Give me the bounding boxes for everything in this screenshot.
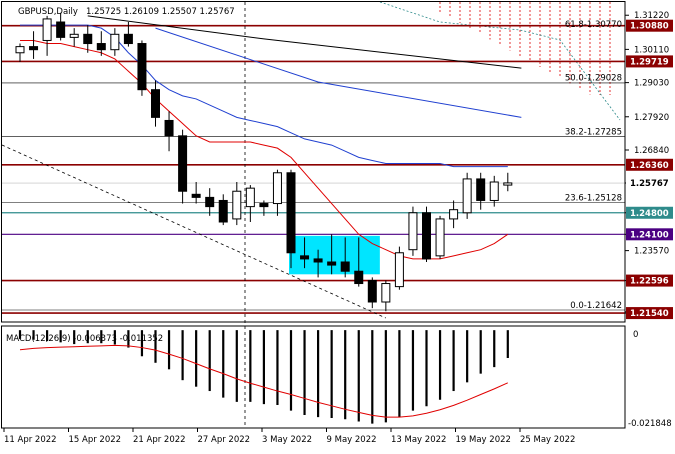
candle-body bbox=[408, 212, 418, 251]
chart-ohlc: 1.25725 1.26109 1.25507 1.25767 bbox=[86, 7, 235, 17]
level-badge-bg bbox=[626, 206, 673, 219]
macd-label: MACD(12,26,9) -0.006373 -0.011352 bbox=[6, 334, 163, 344]
dotted-teal-curve bbox=[379, 1, 621, 121]
candle-body bbox=[83, 33, 93, 45]
level-badge: 1.26360 bbox=[630, 161, 669, 171]
chart-symbol: GBPUSD,Daily bbox=[18, 7, 78, 17]
level-badge-bg bbox=[626, 158, 673, 171]
candle-body bbox=[259, 203, 269, 208]
ma-blue-line bbox=[20, 24, 508, 168]
candle-body bbox=[123, 33, 133, 45]
macd-panel-frame bbox=[1, 325, 626, 429]
candle-body bbox=[300, 255, 310, 260]
date-label: 27 Apr 2022 bbox=[198, 435, 251, 445]
candle-body bbox=[367, 279, 377, 303]
level-badge-bg bbox=[626, 228, 673, 241]
date-label: 19 May 2022 bbox=[456, 435, 511, 445]
candle-body bbox=[476, 178, 486, 201]
consolidation-zone bbox=[289, 235, 380, 275]
macd-axis-zero: 0 bbox=[633, 330, 638, 340]
candle-body bbox=[191, 193, 201, 198]
date-label: 13 May 2022 bbox=[391, 435, 446, 445]
date-label: 9 May 2022 bbox=[327, 435, 377, 445]
candle-body bbox=[354, 270, 364, 285]
level-badge-bg bbox=[626, 55, 673, 68]
macd-axis-min: -0.021848 bbox=[628, 419, 672, 429]
level-badge: 1.24100 bbox=[630, 230, 669, 240]
candle-body bbox=[137, 43, 147, 91]
candle-body bbox=[232, 190, 242, 220]
level-badge: 1.22596 bbox=[630, 277, 669, 287]
candle-body bbox=[381, 283, 391, 303]
current-price-badge: 1.25767 bbox=[630, 179, 669, 189]
candle-body bbox=[422, 212, 431, 260]
candle-body bbox=[218, 199, 228, 223]
price-tick-label: 1.31220 bbox=[634, 11, 669, 21]
ma-long-blue-line bbox=[155, 27, 522, 118]
date-label: 11 Apr 2022 bbox=[4, 435, 57, 445]
macd-signal-line bbox=[19, 344, 509, 418]
fib-label: 38.2-1.27285 bbox=[565, 127, 622, 137]
level-badge-bg bbox=[626, 274, 673, 287]
candle-body bbox=[29, 46, 39, 51]
candle-body bbox=[313, 258, 323, 263]
candle-body bbox=[56, 21, 66, 38]
price-tick-label: 1.23570 bbox=[634, 247, 669, 257]
level-badge-bg bbox=[626, 19, 673, 32]
candle-body bbox=[449, 209, 459, 220]
level-badge: 1.29719 bbox=[630, 57, 669, 67]
date-label: 25 May 2022 bbox=[520, 435, 575, 445]
current-price-badge-bg bbox=[626, 177, 673, 190]
level-badge: 1.24800 bbox=[630, 209, 669, 219]
price-tick-label: 1.26840 bbox=[634, 146, 669, 156]
candle-body bbox=[435, 218, 445, 257]
candle-body bbox=[42, 18, 52, 41]
candle-body bbox=[205, 196, 215, 208]
dashed-trendline bbox=[1, 144, 387, 319]
level-badge: 1.21540 bbox=[630, 309, 669, 319]
candle-body bbox=[489, 181, 499, 201]
candle-body bbox=[110, 33, 120, 51]
fib-label: 61.8-1.30770 bbox=[565, 20, 622, 30]
date-label: 3 May 2022 bbox=[262, 435, 312, 445]
candle-body bbox=[178, 135, 188, 192]
candle-body bbox=[15, 46, 25, 54]
candle-body bbox=[245, 187, 255, 208]
ma-black-line bbox=[87, 15, 522, 69]
candle-body bbox=[151, 89, 160, 118]
candle-body bbox=[69, 33, 79, 38]
date-label: 15 Apr 2022 bbox=[69, 435, 122, 445]
price-tick-label: 1.30110 bbox=[634, 45, 669, 55]
candle-body bbox=[394, 252, 404, 288]
fib-label: 23.6-1.25128 bbox=[565, 194, 622, 204]
fib-label: 50.0-1.29028 bbox=[565, 74, 622, 84]
price-tick-label: 1.27920 bbox=[634, 113, 669, 123]
candle-body bbox=[272, 172, 282, 205]
level-badge: 1.30880 bbox=[630, 22, 669, 32]
price-tick-label: 1.29030 bbox=[634, 79, 669, 89]
level-badge-bg bbox=[626, 307, 673, 320]
fib-label: 0.0-1.21642 bbox=[570, 301, 622, 311]
candle-body bbox=[462, 178, 472, 214]
price-panel-frame bbox=[1, 1, 626, 323]
candle-body bbox=[164, 119, 174, 137]
candle-body bbox=[286, 172, 296, 254]
candle-body bbox=[503, 182, 513, 186]
candle-body bbox=[340, 261, 350, 272]
candle-body bbox=[327, 261, 337, 266]
date-label: 21 Apr 2022 bbox=[133, 435, 186, 445]
candle-body bbox=[96, 43, 106, 51]
